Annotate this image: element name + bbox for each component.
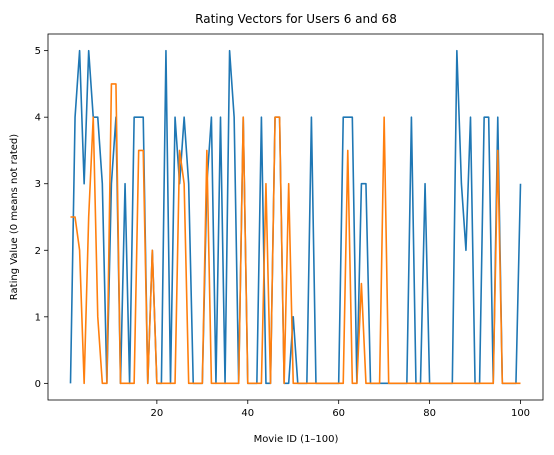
x-tick-label: 40 [241, 408, 254, 419]
x-axis-label: Movie ID (1–100) [254, 434, 339, 445]
y-axis-label: Rating Value (0 means not rated) [9, 134, 20, 300]
x-tick-label: 100 [511, 408, 530, 419]
y-tick-label: 3 [35, 179, 41, 190]
x-tick-label: 60 [332, 408, 345, 419]
y-tick-label: 4 [35, 113, 41, 124]
x-axis: 20 40 60 80 100 [150, 400, 530, 419]
x-tick-label: 20 [150, 408, 163, 419]
chart-title: Rating Vectors for Users 6 and 68 [195, 12, 397, 26]
y-axis: 0 1 2 3 4 5 [35, 46, 48, 390]
plot-frame [47, 33, 544, 401]
x-tick-label: 80 [423, 408, 436, 419]
y-tick-label: 5 [35, 46, 41, 57]
y-tick-label: 0 [35, 379, 41, 390]
series-layer [69, 49, 522, 385]
y-tick-label: 2 [35, 246, 41, 257]
y-tick-label: 1 [35, 312, 41, 323]
series-line-2 [70, 83, 521, 385]
